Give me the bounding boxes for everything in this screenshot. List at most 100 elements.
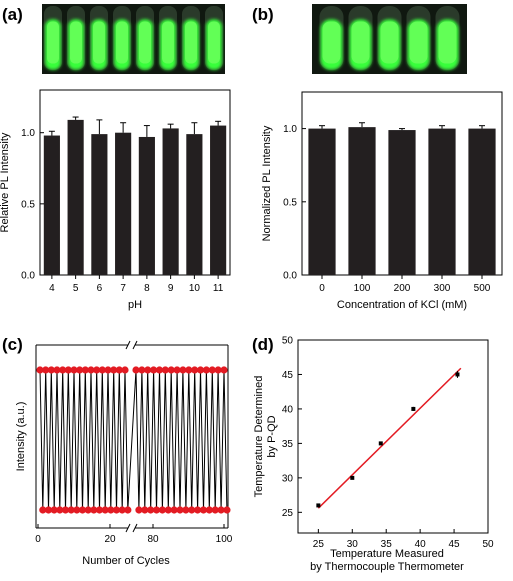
panel-label-c: (c) xyxy=(2,335,23,354)
cycle-trace xyxy=(39,369,228,511)
x-tick-label: 25 xyxy=(313,539,325,550)
tube-core xyxy=(409,21,428,64)
x-axis-label: Number of Cycles xyxy=(82,555,170,567)
cycle-point xyxy=(147,506,155,514)
x-tick-label: 500 xyxy=(474,283,491,294)
cycle-point xyxy=(132,366,140,374)
x-tick-label: 9 xyxy=(168,283,174,294)
y-axis-label-line1: Temperature Determined xyxy=(253,376,265,498)
cycle-point xyxy=(199,506,208,514)
x-tick-label: 6 xyxy=(97,283,103,294)
tube-photo-kcl xyxy=(312,4,467,74)
cycle-point xyxy=(191,366,199,374)
y-tick-label: 0.0 xyxy=(21,271,35,282)
data-point xyxy=(316,503,321,508)
x-tick-label: 20 xyxy=(104,534,116,545)
cycle-point xyxy=(118,506,126,514)
cycle-point xyxy=(56,506,64,514)
y-tick-label: 25 xyxy=(282,508,294,519)
cycle-point xyxy=(81,366,89,374)
cycle-point xyxy=(217,506,225,514)
cycle-point xyxy=(161,366,169,374)
axis-break-mark xyxy=(125,340,131,350)
bar xyxy=(138,136,155,275)
cycle-point xyxy=(87,366,95,374)
cycle-point xyxy=(223,506,231,514)
plot-frame xyxy=(297,339,489,534)
cycle-point xyxy=(42,366,50,374)
cycle-point xyxy=(50,506,58,514)
bar xyxy=(162,128,179,275)
cycle-point xyxy=(124,506,132,514)
tube-core xyxy=(93,21,105,64)
y-tick-label: 30 xyxy=(282,473,294,484)
data-point xyxy=(455,372,460,377)
bar xyxy=(91,134,108,275)
y-axis-label: Normalized PL Intensity xyxy=(261,125,273,241)
cycle-point xyxy=(44,506,53,514)
cycle-point xyxy=(59,366,67,374)
tube-core xyxy=(208,21,220,64)
cycle-point xyxy=(150,366,158,374)
panel-label-a: (a) xyxy=(2,5,23,24)
cycle-point xyxy=(173,366,181,374)
x-tick-label: 7 xyxy=(120,283,126,294)
cycle-point xyxy=(205,506,213,514)
x-tick-label: 35 xyxy=(381,539,393,550)
axis-break-mark xyxy=(132,340,138,350)
cycle-point xyxy=(135,506,143,514)
x-tick-label: 10 xyxy=(189,283,201,294)
cycle-point xyxy=(98,366,106,374)
axis-break-mark xyxy=(125,523,131,533)
bar xyxy=(468,128,496,275)
data-point xyxy=(378,441,383,446)
cycle-point xyxy=(188,506,196,514)
bar xyxy=(115,132,132,275)
y-tick-label: 1.0 xyxy=(21,128,35,139)
x-axis-label: Concentration of KCl (mM) xyxy=(337,299,467,311)
cycle-point xyxy=(164,506,172,514)
cycle-point xyxy=(67,506,75,514)
cycle-point xyxy=(61,506,70,514)
cycle-point xyxy=(93,366,101,374)
cycle-point xyxy=(101,506,109,514)
y-tick-label: 0.5 xyxy=(21,199,35,210)
cycle-point xyxy=(141,506,149,514)
cycle-point xyxy=(176,506,184,514)
cycle-point xyxy=(121,366,129,374)
chart-kcl-stability: 0 100 200 300 500 0.0 0.5 1.0 Concentration of K… xyxy=(261,91,503,311)
cycle-point xyxy=(76,366,84,374)
axis-break-mark xyxy=(132,523,138,533)
panel-label-b: (b) xyxy=(252,5,274,24)
x-tick-label: 30 xyxy=(347,539,359,550)
x-tick-label: 50 xyxy=(482,539,494,550)
bar xyxy=(428,128,456,275)
x-tick-label: 300 xyxy=(434,283,451,294)
y-tick-label: 0.5 xyxy=(283,197,297,208)
x-tick-label: 5 xyxy=(73,283,79,294)
bar xyxy=(67,119,84,275)
y-tick-label: 50 xyxy=(282,336,294,347)
tube-core xyxy=(47,21,59,64)
cycle-point xyxy=(104,366,112,374)
chart-ph-stability: 4 5 6 7 8 9 10 11 0.0 0.5 1.0 pH Relative PL Intensi… xyxy=(0,89,231,311)
x-tick-label: 40 xyxy=(415,539,427,550)
x-tick-label: 80 xyxy=(147,534,159,545)
x-axis-label: pH xyxy=(128,299,142,311)
data-point xyxy=(411,406,416,411)
x-axis-label-line2: by Thermocouple Thermometer xyxy=(310,561,464,573)
cycle-point xyxy=(73,506,81,514)
cycle-point xyxy=(107,506,115,514)
x-tick-label: 8 xyxy=(144,283,150,294)
tube-core xyxy=(322,21,341,64)
cycle-point xyxy=(84,506,92,514)
tube-core xyxy=(380,21,399,64)
y-tick-label: 40 xyxy=(282,404,294,415)
cycle-point xyxy=(202,366,210,374)
cycle-point xyxy=(110,366,118,374)
cycle-point xyxy=(36,366,44,374)
y-tick-label: 0.0 xyxy=(283,271,297,282)
y-axis-label-line2: by P-QD xyxy=(266,415,278,457)
tube-core xyxy=(185,21,197,64)
